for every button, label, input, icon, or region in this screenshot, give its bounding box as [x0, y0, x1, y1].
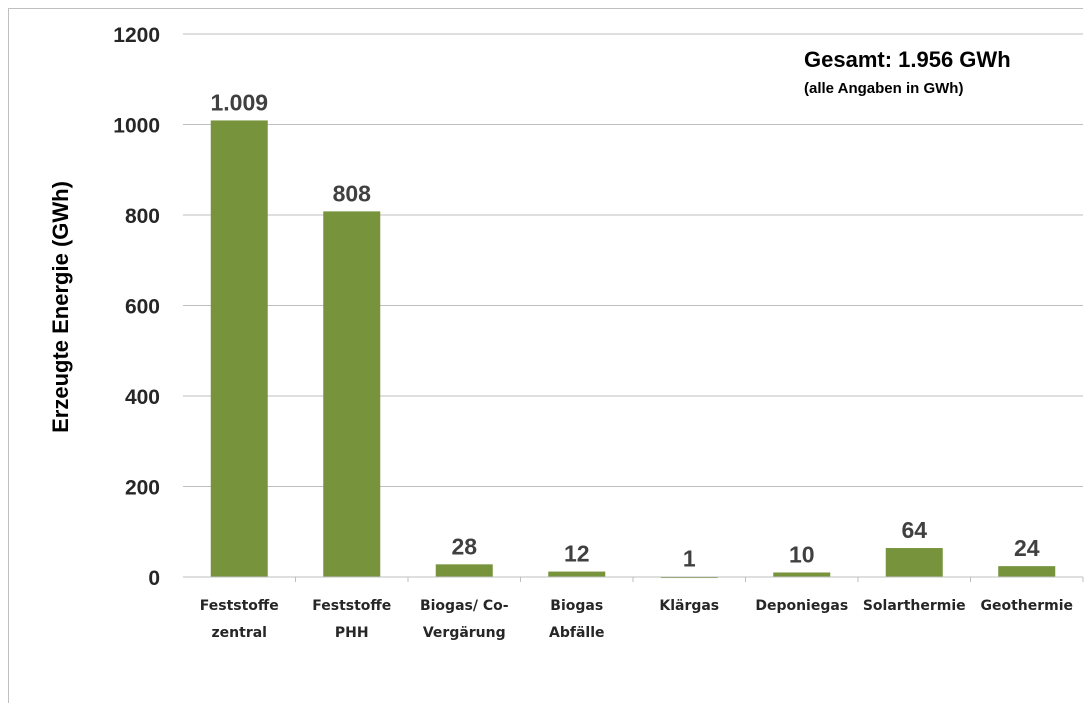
y-tick-label: 0: [148, 567, 160, 590]
category-label: Feststoffe: [200, 598, 279, 614]
bar: [548, 571, 606, 577]
data-label: 10: [789, 541, 815, 567]
data-label: 12: [564, 541, 590, 567]
gridlines: [183, 33, 1083, 487]
chart-frame: [8, 8, 1083, 703]
x-axis-categories: Feststoffe zentral Feststoffe PHH Biogas/ Co…: [200, 577, 1084, 641]
bars: [210, 120, 1056, 579]
y-axis-label: Erzeugte Energie (GWh): [48, 181, 73, 433]
y-tick-label: 400: [125, 386, 160, 409]
category-label: Abfälle: [549, 625, 605, 641]
data-labels: 1.009 808 28 12 1 10 64 24: [210, 89, 1039, 571]
data-label: 1.009: [210, 89, 268, 115]
category-label: Deponiegas: [755, 598, 848, 614]
y-tick-label: 1000: [113, 115, 160, 138]
category-label: Feststoffe: [312, 598, 391, 614]
data-label: 808: [333, 180, 372, 206]
bar: [773, 572, 831, 577]
category-label: Vergärung: [423, 625, 506, 641]
data-label: 1: [683, 546, 696, 572]
category-label: Biogas/ Co-: [420, 598, 509, 614]
y-tick-label: 800: [125, 205, 160, 228]
category-label: zentral: [212, 625, 267, 641]
y-tick-label: 600: [125, 296, 160, 319]
bar: [210, 120, 268, 578]
y-tick-label: 200: [125, 477, 160, 500]
category-label: Solarthermie: [863, 598, 966, 614]
bar: [435, 564, 493, 577]
unit-note: (alle Angaben in GWh): [804, 80, 963, 97]
y-axis-ticks: 0 200 400 600 800 1000 1200: [113, 24, 160, 590]
category-label: PHH: [335, 625, 369, 641]
y-tick-label: 1200: [113, 24, 160, 47]
category-label: Biogas: [550, 598, 603, 614]
category-label: Klärgas: [659, 598, 719, 614]
total-annotation: Gesamt: 1.956 GWh: [804, 47, 1011, 72]
category-label: Geothermie: [980, 598, 1073, 614]
data-label: 28: [451, 533, 477, 559]
bar: [998, 566, 1056, 577]
bar: [885, 548, 943, 577]
data-label: 24: [1014, 535, 1040, 561]
data-label: 64: [901, 517, 927, 543]
bar: [323, 211, 381, 577]
